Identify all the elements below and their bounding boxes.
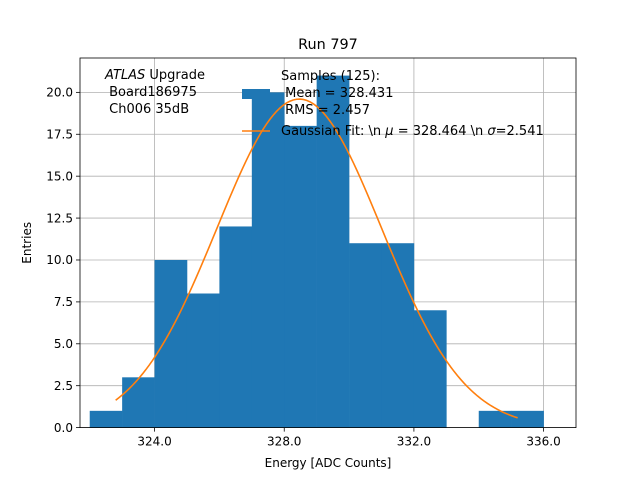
- histogram-bars: [89, 75, 544, 428]
- histogram-bar: [186, 293, 220, 428]
- y-axis-ticks: 0.0 2.5 5.0 7.5 10.0 12.5 15.0 17.5 20.0: [46, 86, 80, 435]
- board-label: Board186975: [105, 85, 197, 100]
- x-tick-label: 332.0: [397, 435, 431, 449]
- y-tick-label: 12.5: [46, 211, 73, 225]
- y-tick-label: 5.0: [54, 337, 73, 351]
- histogram-bar: [284, 125, 317, 428]
- x-tick-label: 336.0: [526, 435, 560, 449]
- upgrade-label: Upgrade: [145, 68, 205, 83]
- legend-fit-mu: μ: [384, 124, 393, 139]
- y-tick-label: 15.0: [46, 169, 73, 183]
- x-axis-label: Energy [ADC Counts]: [265, 456, 392, 470]
- legend-fit-prefix: Gaussian Fit: \n: [281, 124, 385, 139]
- annotation-box: ATLAS Upgrade Board186975 Ch006 35dB: [104, 68, 205, 117]
- legend-samples-line1: Samples (125):: [281, 69, 380, 84]
- histogram-bar: [316, 75, 350, 428]
- y-tick-label: 17.5: [46, 127, 73, 141]
- histogram-bar: [122, 377, 155, 428]
- channel-label: Ch006 35dB: [105, 102, 189, 117]
- histogram-bar: [154, 259, 188, 428]
- gaussian-fit-curve: [115, 98, 518, 419]
- chart-title: Run 797: [298, 37, 358, 53]
- legend-samples-swatch: [242, 89, 270, 99]
- histogram-bar: [413, 310, 447, 428]
- legend-samples-line2: Mean = 328.431: [281, 86, 393, 101]
- y-tick-label: 2.5: [54, 379, 73, 393]
- legend: Samples (125): Mean = 328.431 RMS = 2.45…: [242, 69, 544, 139]
- legend-samples-line3: RMS = 2.457: [281, 103, 370, 118]
- histogram-bar: [478, 410, 512, 428]
- y-tick-label: 20.0: [46, 86, 73, 100]
- histogram-bar: [381, 243, 415, 428]
- annotation-line1: ATLAS Upgrade: [104, 68, 205, 83]
- y-tick-label: 7.5: [54, 295, 73, 309]
- x-tick-label: 328.0: [267, 435, 301, 449]
- legend-fit-text: Gaussian Fit: \n μ = 328.464 \n σ=2.541: [281, 124, 544, 139]
- atlas-label: ATLAS: [104, 68, 145, 83]
- plot-frame: [79, 57, 577, 429]
- histogram-bar: [89, 410, 123, 428]
- histogram-bar: [349, 243, 382, 428]
- y-axis-label: Entries: [20, 222, 34, 264]
- y-tick-label: 10.0: [46, 253, 73, 267]
- histogram-bar: [219, 226, 253, 428]
- y-tick-label: 0.0: [54, 421, 73, 435]
- legend-fit-middle: = 328.464 \n: [394, 124, 488, 139]
- histogram-bar: [511, 410, 544, 428]
- gaussian-fit: [115, 98, 518, 419]
- legend-fit-sigma: σ: [487, 124, 496, 139]
- legend-fit-suffix: =2.541: [496, 124, 544, 139]
- x-tick-label: 324.0: [137, 435, 171, 449]
- histogram-bar: [251, 92, 285, 428]
- x-axis-ticks: 324.0 328.0 332.0 336.0: [137, 427, 561, 449]
